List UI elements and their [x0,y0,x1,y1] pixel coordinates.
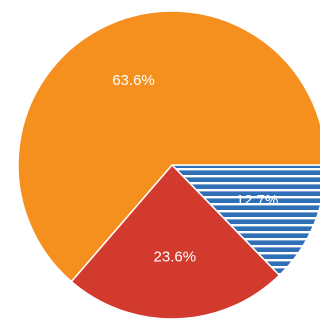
pie-slice-label-1: 23.6% [154,248,197,265]
pie-slice-2 [17,10,320,283]
pie-slice-1 [70,163,281,320]
pie-labels: 12.7% 23.6% 63.6% [112,72,278,265]
pie-slice-label-0: 12.7% [236,192,279,209]
pie-slices [17,10,320,320]
pie-slice-label-2: 63.6% [112,72,155,89]
pie-slice-0 [170,164,320,277]
